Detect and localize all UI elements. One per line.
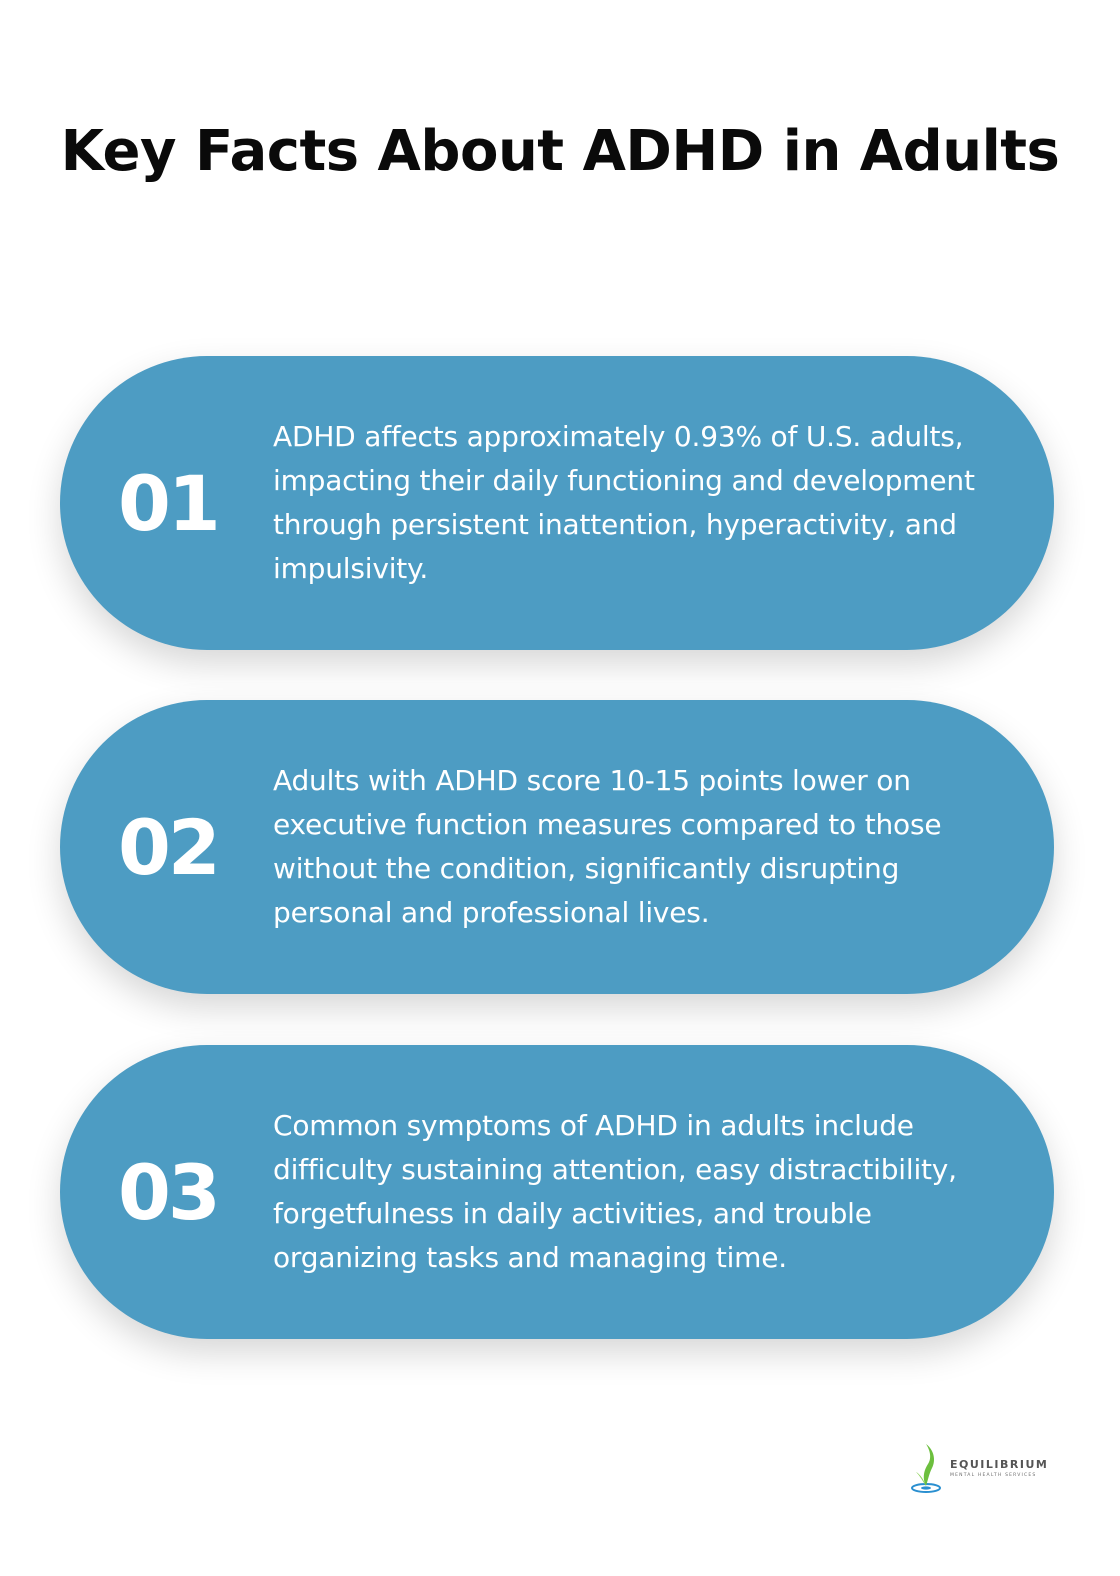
page-title: Key Facts About ADHD in Adults bbox=[60, 119, 1060, 184]
fact-card-1: 01 ADHD affects approximately 0.93% of U… bbox=[60, 356, 1054, 650]
brand-logo: EQUILIBRIUM MENTAL HEALTH SERVICES bbox=[908, 1440, 1058, 1496]
fact-card-3: 03 Common symptoms of ADHD in adults inc… bbox=[60, 1045, 1054, 1339]
sprout-water-drop-icon bbox=[911, 1444, 941, 1493]
fact-number: 02 bbox=[118, 802, 221, 892]
brand-tagline: MENTAL HEALTH SERVICES bbox=[950, 1473, 1037, 1478]
brand-name: EQUILIBRIUM bbox=[950, 1458, 1049, 1471]
fact-number: 03 bbox=[118, 1147, 221, 1237]
fact-text: ADHD affects approximately 0.93% of U.S.… bbox=[273, 420, 975, 585]
fact-text: Adults with ADHD score 10-15 points lowe… bbox=[273, 764, 942, 929]
fact-number: 01 bbox=[118, 458, 221, 548]
fact-text: Common symptoms of ADHD in adults includ… bbox=[273, 1109, 957, 1274]
fact-card-2: 02 Adults with ADHD score 10-15 points l… bbox=[60, 700, 1054, 994]
